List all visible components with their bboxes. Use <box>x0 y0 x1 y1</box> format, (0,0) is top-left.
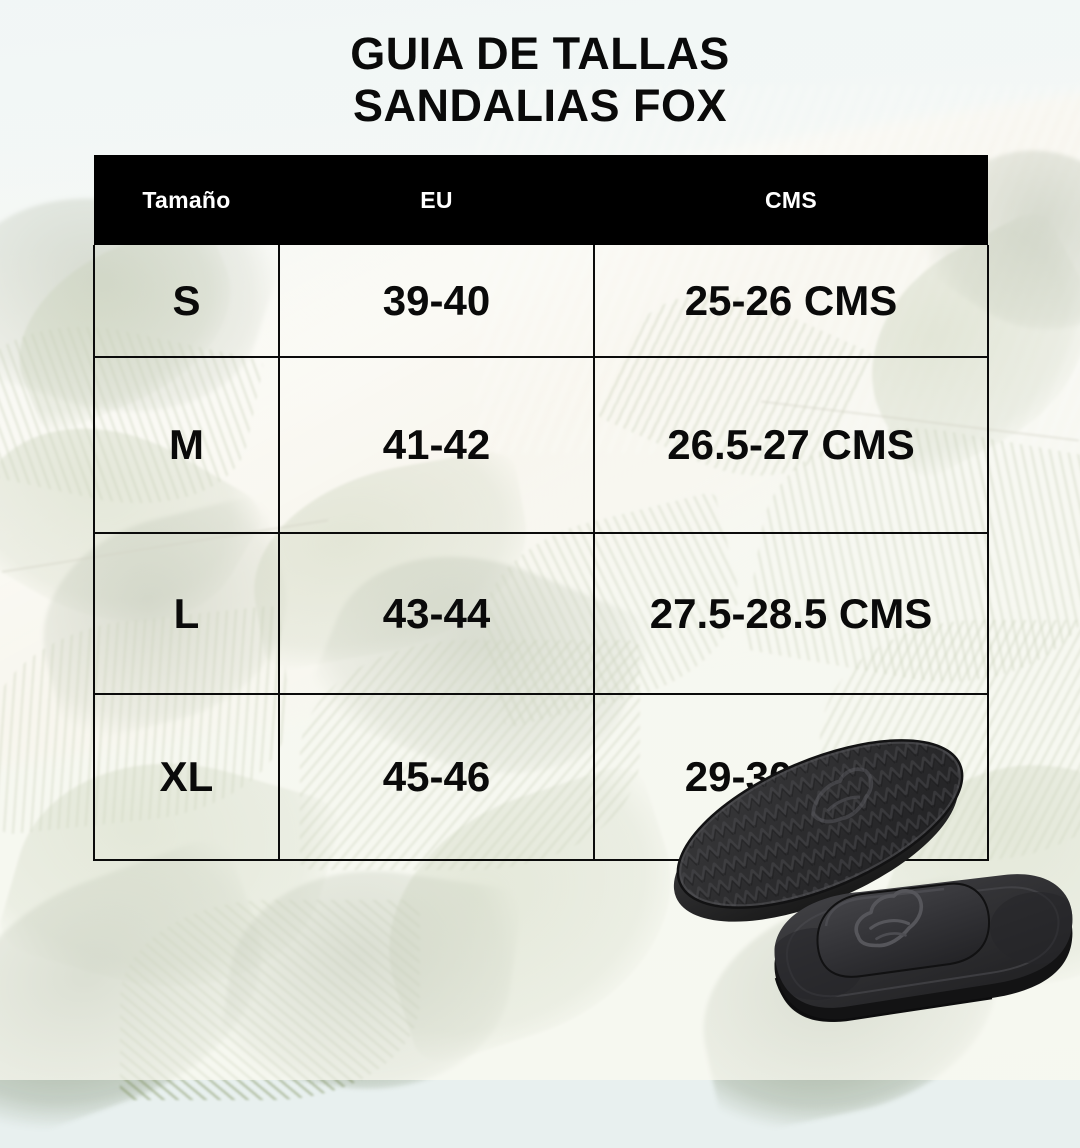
cell-size: M <box>93 356 280 534</box>
table-row: M 41-42 26.5-27 CMS <box>93 356 989 534</box>
table-header: Tamaño EU CMS <box>94 155 988 245</box>
page-title-line-1: GUIA DE TALLAS <box>350 28 730 79</box>
cell-cms: 27.5-28.5 CMS <box>593 532 989 695</box>
column-header-size: Tamaño <box>94 155 279 245</box>
page-title-line-2: SANDALIAS FOX <box>352 80 727 131</box>
column-header-eu: EU <box>279 155 594 245</box>
table-header-row: Tamaño EU CMS <box>94 155 988 245</box>
cell-cms: 29-30 CMS <box>593 693 989 861</box>
cell-eu: 39-40 <box>278 245 595 358</box>
column-header-cms: CMS <box>594 155 988 245</box>
table-row: L 43-44 27.5-28.5 CMS <box>93 532 989 695</box>
cell-size: S <box>93 245 280 358</box>
cell-size: XL <box>93 693 280 861</box>
cell-cms: 25-26 CMS <box>593 245 989 358</box>
cell-eu: 43-44 <box>278 532 595 695</box>
table-row: S 39-40 25-26 CMS <box>93 245 989 358</box>
cell-eu: 41-42 <box>278 356 595 534</box>
cell-eu: 45-46 <box>278 693 595 861</box>
page-title: GUIA DE TALLAS SANDALIAS FOX <box>0 28 1080 132</box>
size-guide-table: Tamaño EU CMS S 39-40 25-26 CMS M 41-42 … <box>93 155 989 861</box>
table-body: S 39-40 25-26 CMS M 41-42 26.5-27 CMS L … <box>93 245 989 861</box>
cell-size: L <box>93 532 280 695</box>
table-row: XL 45-46 29-30 CMS <box>93 693 989 861</box>
cell-cms: 26.5-27 CMS <box>593 356 989 534</box>
